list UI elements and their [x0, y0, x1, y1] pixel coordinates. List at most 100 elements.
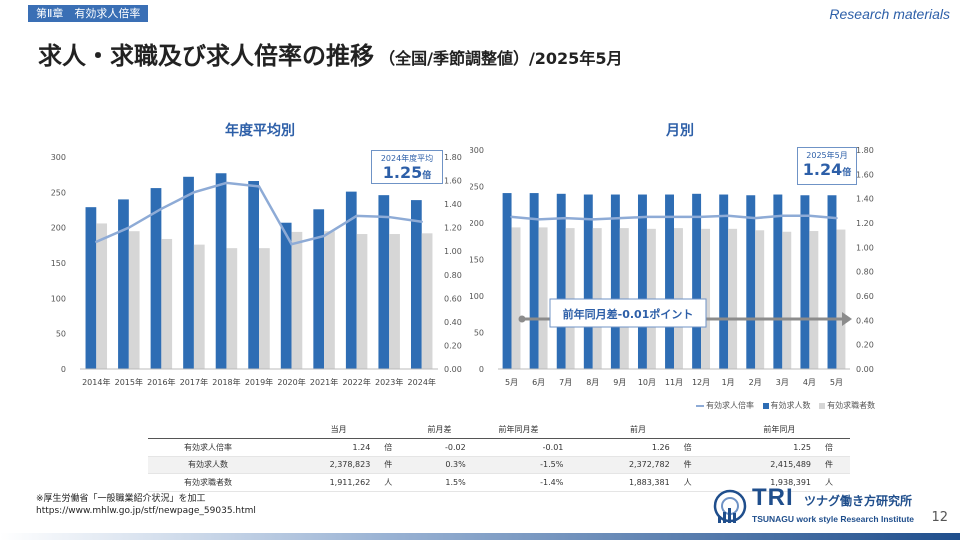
- table-header-yoy: 前年同月差: [469, 421, 568, 439]
- ratio-point: [726, 214, 730, 217]
- cell-prev-year-unit: 件: [815, 456, 850, 474]
- x-tick-label: 2017年: [180, 377, 208, 387]
- ratio-point: [160, 207, 163, 211]
- bar-seekers: [356, 234, 368, 369]
- logo-jp-text: ツナグ働き方研究所: [804, 494, 913, 508]
- y-right-tick-label: 0.40: [856, 316, 874, 325]
- cell-prev: 1,883,381: [567, 473, 674, 492]
- cell-prev: 2,372,782: [567, 456, 674, 474]
- table-header-row: 当月 前月差 前年同月差 前月 前年同月: [148, 421, 850, 439]
- x-tick-label: 10月: [638, 378, 656, 387]
- bar-openings: [248, 181, 259, 369]
- x-tick-label: 8月: [586, 378, 599, 387]
- ratio-point: [322, 234, 326, 238]
- source-note: ※厚生労働省「一般職業紹介状況」を加工 https://www.mhlw.go.…: [36, 493, 256, 517]
- ratio-point: [781, 214, 784, 217]
- bar-openings: [827, 195, 837, 369]
- bar-openings: [610, 194, 620, 369]
- bar-openings: [215, 173, 227, 369]
- row-label: 有効求職者数: [148, 473, 268, 492]
- title-sub: （全国/季節調整値）/2025年5月: [379, 49, 623, 68]
- x-tick-label: 6月: [532, 378, 545, 387]
- y-right-tick-label: 1.40: [444, 200, 462, 209]
- cell-prev-year: 2,415,489: [708, 456, 815, 474]
- bar-seekers: [836, 229, 846, 369]
- y-right-tick-label: 1.80: [444, 153, 462, 162]
- x-tick-label: 9月: [613, 378, 626, 387]
- bar-seekers: [161, 238, 173, 369]
- y-right-tick-label: 1.00: [856, 243, 874, 252]
- cell-yoy: -1.4%: [469, 473, 568, 492]
- x-tick-label: 2014年: [82, 377, 110, 387]
- x-tick-label: 5月: [830, 378, 843, 387]
- bar-openings: [502, 193, 512, 369]
- bar-seekers: [226, 248, 238, 369]
- ratio-point: [510, 215, 513, 219]
- y-right-tick-label: 0.00: [444, 365, 462, 374]
- page-title: 求人・求職及び求人倍率の推移 （全国/季節調整値）/2025年5月: [38, 36, 622, 71]
- cell-prev-year: 1.25: [708, 438, 815, 457]
- y-right-tick-label: 0.60: [444, 294, 462, 303]
- legend-seekers: 有効求職者数: [827, 401, 876, 410]
- title-main: 求人・求職及び求人倍率の推移: [38, 42, 374, 70]
- legend-line-swatch: [696, 404, 704, 407]
- ratio-point: [225, 181, 228, 185]
- ratio-point: [618, 216, 622, 220]
- y-right-tick-label: 1.80: [856, 146, 874, 155]
- chapter-tag: 第Ⅱ章 有効求人倍率: [28, 5, 149, 22]
- x-tick-label: 11月: [665, 378, 683, 387]
- ratio-point: [672, 215, 676, 219]
- ratio-point: [95, 240, 98, 243]
- bar-openings: [410, 200, 422, 369]
- annotation-arrowhead-icon: [842, 312, 852, 326]
- y-right-tick-label: 1.60: [856, 170, 874, 179]
- y-left-tick-label: 250: [470, 183, 484, 192]
- legend-openings-swatch: [762, 402, 769, 409]
- bar-openings: [746, 195, 756, 369]
- x-tick-label: 4月: [803, 378, 816, 387]
- ratio-point: [192, 191, 196, 194]
- bar-seekers: [259, 248, 270, 369]
- y-left-tick-label: 200: [51, 224, 66, 233]
- research-label: Research materials: [829, 6, 950, 22]
- logo-en-text: TSUNAGU work style Research Institute: [752, 514, 915, 524]
- bar-seekers: [389, 234, 400, 369]
- bar-openings: [556, 193, 566, 369]
- y-right-tick-label: 1.20: [444, 224, 462, 233]
- bar-seekers: [291, 231, 303, 369]
- y-right-tick-label: 0.60: [856, 292, 874, 301]
- table-header-mom: 前月差: [409, 421, 470, 439]
- source-url[interactable]: https://www.mhlw.go.jp/stf/newpage_59035…: [36, 506, 256, 516]
- table-row: 有効求職者数 1,911,262 人 1.5% -1.4% 1,883,381 …: [148, 473, 850, 492]
- monthly-chart: 0 50 100 150 200 250 300 0.00 0.20 0.40 0.60 0.80 1.…: [470, 146, 874, 387]
- y-left-tick-label: 200: [470, 219, 484, 228]
- cell-prev-unit: 件: [673, 456, 709, 474]
- cell-mom: 0.3%: [409, 456, 470, 474]
- cell-prev-unit: 人: [673, 473, 709, 492]
- cell-prev-year-unit: 倍: [815, 438, 850, 457]
- x-tick-label: 2021年: [310, 377, 338, 387]
- ratio-point: [127, 226, 131, 229]
- y-right-tick-label: 1.40: [856, 195, 874, 204]
- x-tick-label: 12月: [692, 378, 710, 387]
- cell-yoy: -1.5%: [469, 456, 568, 474]
- cell-current: 1,911,262: [268, 473, 375, 492]
- x-tick-label: 2018年: [212, 377, 240, 387]
- bar-seekers: [324, 231, 335, 369]
- ratio-point: [564, 216, 567, 220]
- bar-seekers: [782, 231, 792, 369]
- y-left-tick-label: 150: [470, 256, 484, 265]
- y-left-tick-label: 100: [51, 294, 66, 303]
- annotation-text: 前年同月差-0.01ポイント: [563, 307, 694, 321]
- chart-legend: 有効求人倍率 有効求人数 有効求職者数: [696, 400, 875, 411]
- x-tick-label: 3月: [776, 378, 789, 387]
- bar-openings: [800, 195, 810, 369]
- ratio-point: [754, 216, 757, 220]
- y-left-tick-label: 300: [51, 153, 66, 162]
- bar-openings: [529, 193, 539, 369]
- ratio-point: [355, 214, 358, 218]
- y-left-tick-label: 150: [51, 259, 66, 268]
- y-right-tick-label: 0.20: [856, 341, 874, 350]
- table-header-prev-year: 前年同月: [708, 421, 850, 439]
- bar-openings: [150, 188, 162, 369]
